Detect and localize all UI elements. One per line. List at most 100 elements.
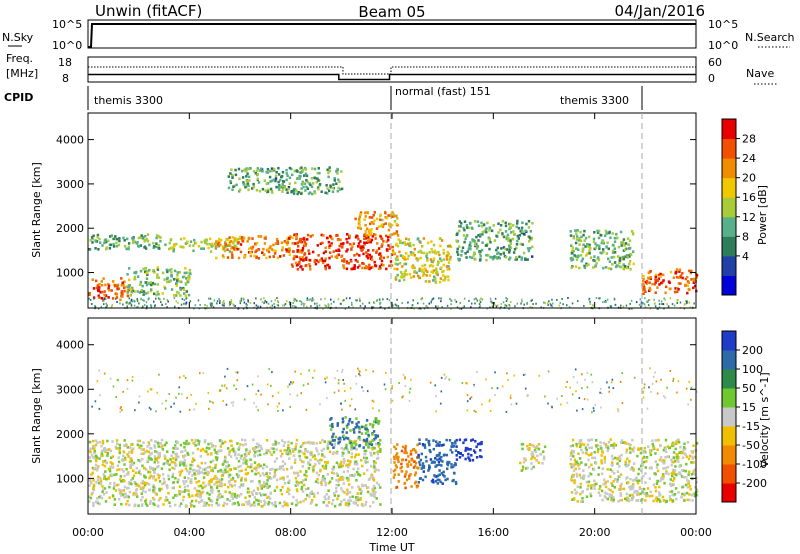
power-cell bbox=[203, 239, 206, 242]
velocity-cell bbox=[232, 447, 235, 451]
velocity-cell bbox=[346, 459, 350, 462]
power-cell bbox=[301, 268, 304, 271]
power-cell bbox=[639, 298, 641, 301]
power-cell bbox=[164, 287, 167, 290]
velocity-cell bbox=[227, 464, 231, 467]
velocity-cell bbox=[148, 443, 151, 447]
velocity-cell bbox=[312, 492, 316, 496]
power-cell bbox=[120, 283, 123, 287]
velocity-cell bbox=[208, 407, 210, 410]
power-cell bbox=[441, 306, 443, 308]
velocity-cell bbox=[257, 409, 259, 412]
power-cell bbox=[694, 280, 697, 283]
velocity-cell bbox=[127, 486, 130, 490]
velocity-cell bbox=[173, 402, 175, 405]
velocity-cell bbox=[178, 485, 182, 488]
power-cell bbox=[431, 250, 434, 254]
power-cell bbox=[597, 258, 601, 262]
power-cell bbox=[642, 302, 645, 305]
velocity-cell bbox=[542, 457, 546, 461]
velocity-cell bbox=[259, 464, 262, 468]
power-cell bbox=[121, 281, 124, 285]
power-cell bbox=[245, 169, 248, 172]
power-cell bbox=[212, 306, 215, 309]
velocity-cell bbox=[175, 396, 177, 399]
velocity-cell bbox=[602, 441, 605, 445]
power-cell bbox=[387, 228, 391, 232]
velocity-cell bbox=[330, 471, 334, 474]
power-cell bbox=[505, 255, 508, 259]
velocity-cell bbox=[420, 467, 423, 470]
power-cell bbox=[342, 242, 345, 245]
velocity-cell bbox=[667, 472, 670, 476]
power-cell bbox=[311, 297, 314, 300]
power-cell bbox=[666, 303, 668, 306]
power-cell bbox=[571, 258, 575, 261]
power-cell bbox=[395, 304, 398, 307]
velocity-cell bbox=[649, 367, 651, 370]
velocity-cell bbox=[451, 445, 454, 448]
velocity-cell bbox=[182, 495, 185, 499]
velocity-cell bbox=[356, 470, 359, 474]
power-cell bbox=[374, 233, 377, 237]
velocity-cell bbox=[590, 438, 593, 441]
velocity-cell bbox=[661, 495, 665, 499]
velocity-cell bbox=[128, 451, 131, 454]
velocity-cell bbox=[359, 438, 362, 442]
power-cell bbox=[275, 185, 278, 189]
power-cell bbox=[645, 282, 649, 285]
power-cell bbox=[203, 241, 207, 244]
power-cell bbox=[333, 179, 336, 182]
velocity-cell bbox=[467, 456, 470, 459]
power-cell bbox=[450, 307, 452, 310]
velocity-cell bbox=[117, 460, 121, 464]
velocity-cell bbox=[688, 493, 691, 496]
velocity-cell bbox=[346, 437, 350, 440]
velocity-cell bbox=[244, 439, 247, 442]
power-cell bbox=[508, 227, 511, 231]
velocity-cell bbox=[357, 467, 360, 470]
velocity-cell bbox=[148, 488, 151, 492]
power-cell bbox=[206, 242, 209, 246]
power-cell bbox=[255, 304, 258, 307]
velocity-cell bbox=[88, 440, 92, 444]
power-cell bbox=[428, 251, 431, 254]
velocity-cell bbox=[628, 459, 631, 463]
velocity-cell bbox=[319, 481, 323, 485]
velocity-cell bbox=[326, 444, 329, 448]
velocity-cell bbox=[464, 449, 467, 452]
power-cell bbox=[598, 297, 600, 300]
power-cell bbox=[303, 302, 306, 305]
power-cell bbox=[168, 268, 171, 272]
velocity-cell bbox=[651, 439, 654, 442]
velocity-cell bbox=[247, 490, 251, 494]
velocity-cell bbox=[320, 449, 323, 452]
power-cell bbox=[311, 299, 313, 302]
velocity-cell bbox=[446, 462, 449, 465]
power-cell bbox=[268, 246, 271, 250]
velocity-cell bbox=[580, 448, 583, 452]
power-cell bbox=[307, 249, 310, 252]
velocity-cell bbox=[435, 440, 438, 443]
velocity-cell bbox=[149, 470, 152, 474]
velocity-cell bbox=[242, 462, 245, 465]
velocity-cell bbox=[253, 402, 255, 405]
power-cell bbox=[328, 169, 332, 173]
velocity-cell bbox=[371, 433, 374, 436]
velocity-cell bbox=[300, 450, 303, 453]
velocity-cell bbox=[226, 460, 229, 464]
power-cell bbox=[356, 260, 359, 263]
velocity-cell bbox=[651, 494, 654, 498]
power-cell bbox=[401, 254, 404, 258]
velocity-cell bbox=[196, 464, 200, 468]
power-cell bbox=[170, 271, 173, 274]
velocity-cell bbox=[374, 461, 377, 465]
velocity-cell bbox=[272, 475, 276, 479]
power-cell bbox=[169, 238, 173, 241]
power-cell bbox=[399, 275, 403, 279]
velocity-cell bbox=[197, 469, 201, 473]
power-cell bbox=[142, 293, 145, 296]
power-cell bbox=[354, 258, 357, 262]
power-cell bbox=[227, 238, 230, 241]
velocity-cell bbox=[339, 462, 342, 466]
